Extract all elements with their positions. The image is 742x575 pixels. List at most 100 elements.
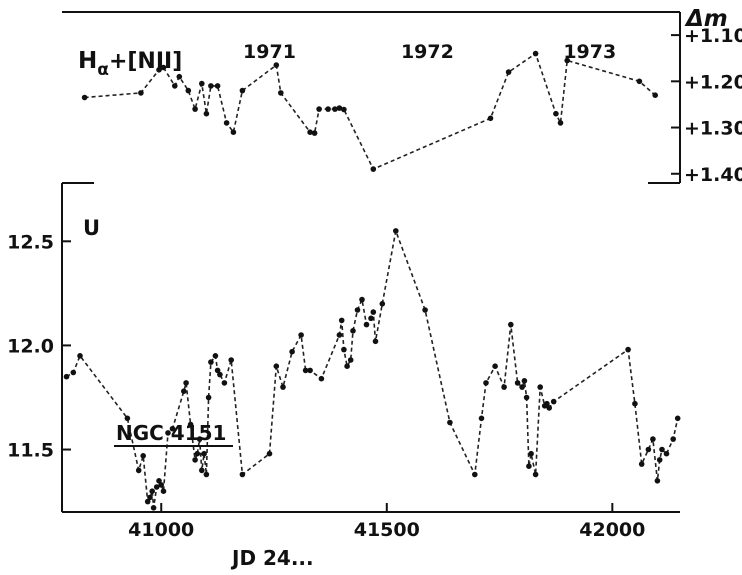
u-point	[344, 363, 350, 370]
series-u	[63, 227, 681, 511]
u-point	[194, 450, 201, 457]
halpha-point	[156, 67, 162, 73]
series-label-u: U	[83, 216, 100, 240]
u-point	[526, 463, 532, 470]
x-tick-label: 42000	[579, 519, 645, 541]
halpha-point	[564, 57, 570, 64]
u-point	[307, 367, 313, 374]
u-point	[447, 419, 453, 426]
u-point	[239, 471, 246, 478]
u-point	[221, 380, 228, 386]
u-point	[208, 359, 214, 365]
halpha-point	[636, 78, 643, 85]
x-tick-label: 41000	[128, 519, 194, 541]
u-point	[638, 461, 645, 467]
x-axis-title: JD 24...	[230, 546, 314, 570]
u-point	[528, 450, 534, 457]
halpha-point	[138, 90, 144, 96]
halpha-point	[230, 129, 237, 135]
u-point	[359, 296, 365, 303]
u-point	[537, 384, 543, 390]
u-point	[363, 321, 370, 328]
u-point	[212, 353, 219, 359]
halpha-point	[332, 106, 338, 112]
u-point	[196, 436, 203, 442]
u-point	[289, 348, 295, 355]
u-point	[228, 357, 234, 363]
halpha-point	[214, 83, 221, 89]
halpha-point	[316, 106, 322, 112]
u-point	[140, 453, 146, 459]
u-point	[663, 450, 670, 457]
u-point	[501, 384, 507, 390]
x-tick-label: 41500	[354, 519, 420, 541]
halpha-point	[160, 64, 167, 71]
halpha-point	[487, 115, 494, 122]
u-point	[63, 373, 70, 380]
halpha-point	[553, 110, 559, 117]
u-point	[492, 363, 498, 370]
u-point	[160, 488, 167, 495]
halpha-point	[176, 73, 183, 80]
year-label: 1973	[563, 41, 616, 63]
u-point	[393, 228, 399, 234]
u-point	[370, 309, 377, 315]
u-point	[273, 363, 280, 370]
plot-frame	[61, 11, 681, 513]
u-point	[153, 484, 160, 490]
u-point	[169, 425, 176, 432]
u-point	[523, 394, 530, 401]
x-axis: 41000 41500 42000	[128, 503, 645, 541]
right-tick-label: +1.10	[684, 25, 742, 47]
halpha-point	[185, 87, 192, 94]
halpha-main: H	[78, 48, 97, 74]
halpha-point	[81, 94, 88, 101]
year-label: 1971	[243, 41, 296, 63]
u-point	[544, 400, 550, 407]
u-point	[181, 388, 187, 395]
halpha-point	[199, 80, 205, 87]
series-halpha	[81, 50, 658, 172]
u-point	[214, 367, 221, 374]
u-point	[165, 430, 171, 436]
halpha-point	[505, 69, 512, 75]
u-point	[632, 400, 638, 407]
u-point	[144, 498, 151, 505]
u-point	[318, 375, 325, 382]
u-point	[625, 346, 631, 353]
u-point	[519, 384, 525, 390]
u-point	[135, 467, 142, 474]
halpha-rest: +[NII]	[109, 49, 182, 74]
u-point	[156, 478, 162, 484]
u-point	[70, 369, 77, 376]
halpha-point	[557, 120, 564, 126]
u-point	[546, 405, 552, 411]
u-point	[645, 446, 652, 453]
halpha-point	[208, 83, 214, 89]
u-point	[659, 446, 665, 453]
halpha-point	[341, 106, 347, 113]
halpha-point	[203, 110, 210, 117]
u-point	[521, 378, 528, 384]
u-point	[217, 371, 223, 378]
series-label-halpha: Hα+[NII]	[78, 48, 182, 80]
u-point	[483, 380, 489, 386]
halpha-point	[336, 105, 343, 111]
halpha-point	[239, 87, 246, 94]
u-point	[302, 367, 309, 374]
left-tick-label: 11.5	[7, 440, 54, 462]
u-point	[298, 332, 304, 338]
u-point	[336, 332, 343, 338]
u-point	[187, 421, 194, 428]
u-point	[205, 394, 212, 401]
right-tick-label: +1.40	[684, 164, 742, 186]
halpha-point	[307, 129, 313, 135]
right-axis-title: Δm	[684, 6, 728, 32]
u-point	[372, 338, 379, 345]
u-point	[514, 380, 521, 386]
u-point	[650, 436, 656, 442]
halpha-point	[532, 50, 539, 57]
u-point	[199, 467, 205, 474]
u-point	[368, 315, 374, 322]
halpha-point	[370, 166, 377, 172]
